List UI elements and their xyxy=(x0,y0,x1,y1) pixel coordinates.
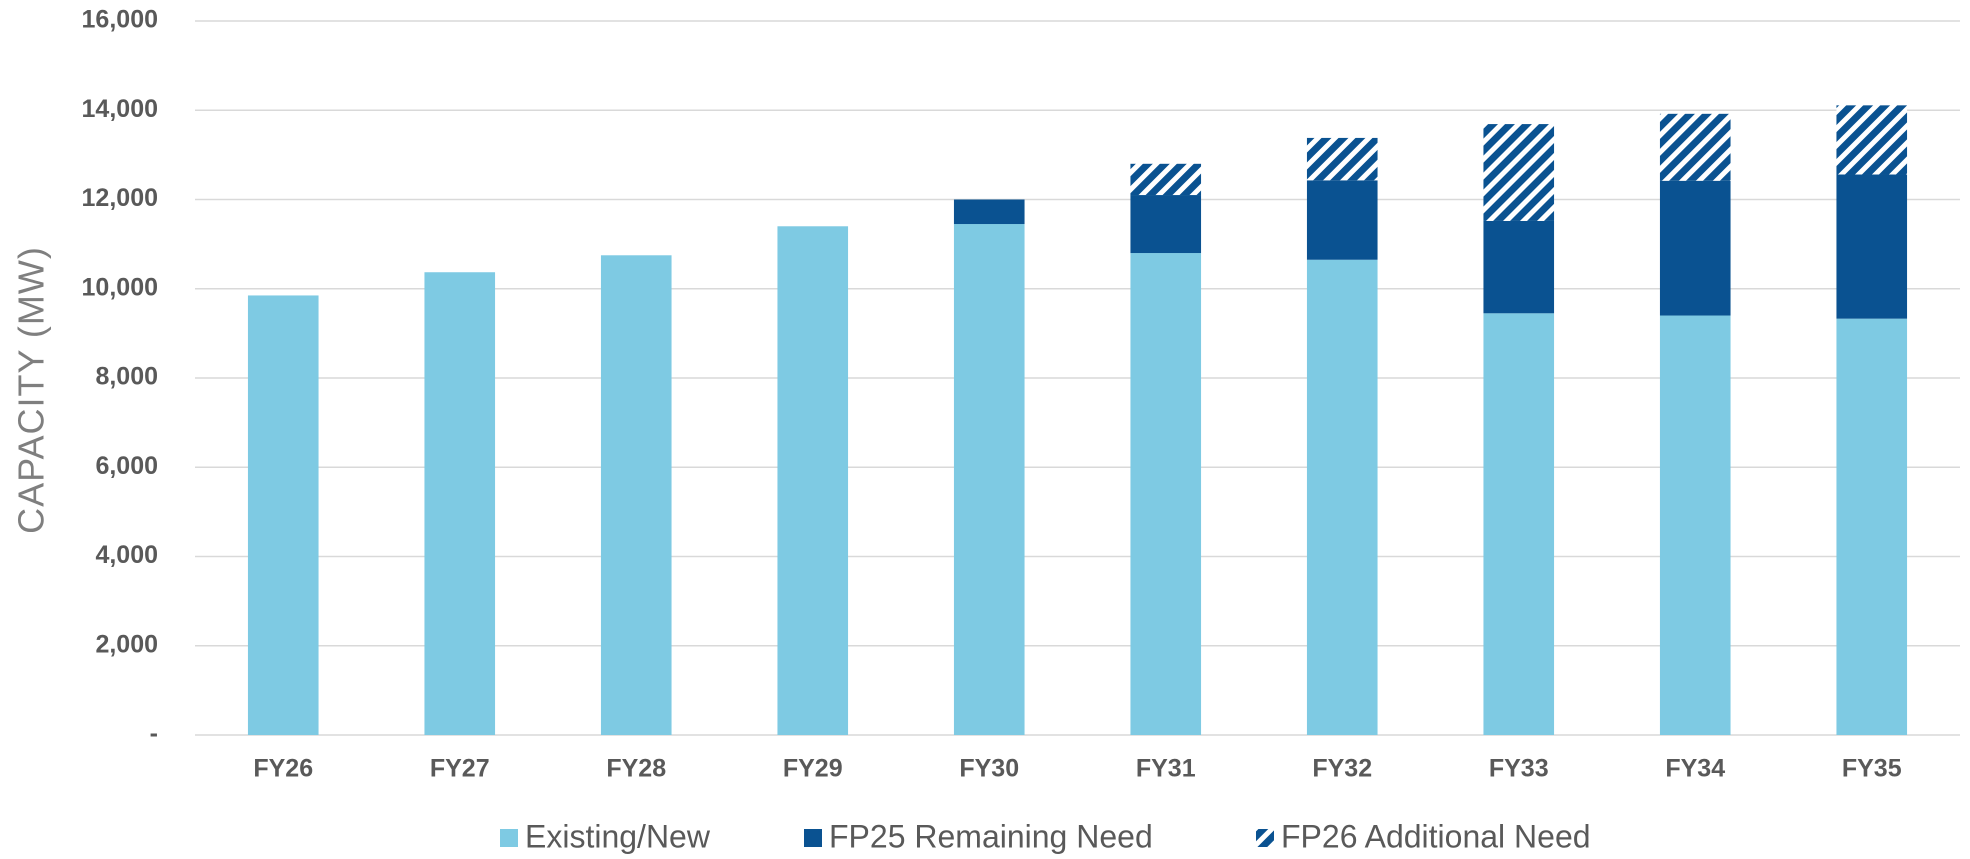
legend-swatch xyxy=(804,829,822,847)
legend-label: FP25 Remaining Need xyxy=(829,818,1153,854)
x-tick-label: FY31 xyxy=(1136,755,1196,783)
x-tick-label: FY33 xyxy=(1489,755,1549,783)
bar-segment xyxy=(1306,137,1378,181)
bar-segment xyxy=(1483,220,1555,314)
y-tick-label: 14,000 xyxy=(82,95,158,123)
bar-segment xyxy=(1836,105,1908,175)
bar-segment xyxy=(1659,113,1731,181)
x-tick-label: FY32 xyxy=(1312,755,1372,783)
y-axis-title: CAPACITY (MW) xyxy=(11,246,52,534)
bar-segment xyxy=(1483,124,1555,221)
x-tick-label: FY29 xyxy=(783,755,843,783)
bar-segment xyxy=(1130,253,1202,736)
x-tick-label: FY34 xyxy=(1665,755,1725,783)
legend-label: Existing/New xyxy=(525,818,711,854)
y-tick-label: 2,000 xyxy=(95,630,158,658)
x-tick-label: FY28 xyxy=(606,755,666,783)
bar-segment xyxy=(424,272,496,735)
bar-segment xyxy=(1306,259,1378,735)
bar-segment xyxy=(600,255,672,735)
bar-segment xyxy=(953,199,1025,225)
bar-segment xyxy=(1483,313,1555,735)
x-tick-label: FY30 xyxy=(959,755,1019,783)
bar-segment xyxy=(1130,195,1202,254)
y-tick-label: - xyxy=(150,720,158,748)
x-tick-label: FY26 xyxy=(253,755,313,783)
x-tick-label: FY27 xyxy=(430,755,490,783)
bar-segment xyxy=(247,295,319,735)
y-tick-label: 12,000 xyxy=(82,184,158,212)
y-tick-label: 4,000 xyxy=(95,541,158,569)
y-tick-label: 16,000 xyxy=(82,6,158,34)
legend-swatch xyxy=(1256,829,1274,847)
y-tick-label: 8,000 xyxy=(95,363,158,391)
bar-segment xyxy=(1306,180,1378,260)
bar-segment xyxy=(1130,163,1202,196)
bar-segment xyxy=(1836,318,1908,735)
bar-segment xyxy=(1659,315,1731,735)
y-tick-label: 10,000 xyxy=(82,273,158,301)
bar-segment xyxy=(1836,174,1908,319)
bar-segment xyxy=(777,226,849,735)
bar-segment xyxy=(953,224,1025,735)
legend-label: FP26 Additional Need xyxy=(1281,818,1591,854)
legend-swatch xyxy=(500,829,518,847)
bar-segment xyxy=(1659,180,1731,316)
x-tick-label: FY35 xyxy=(1842,755,1902,783)
y-tick-label: 6,000 xyxy=(95,452,158,480)
